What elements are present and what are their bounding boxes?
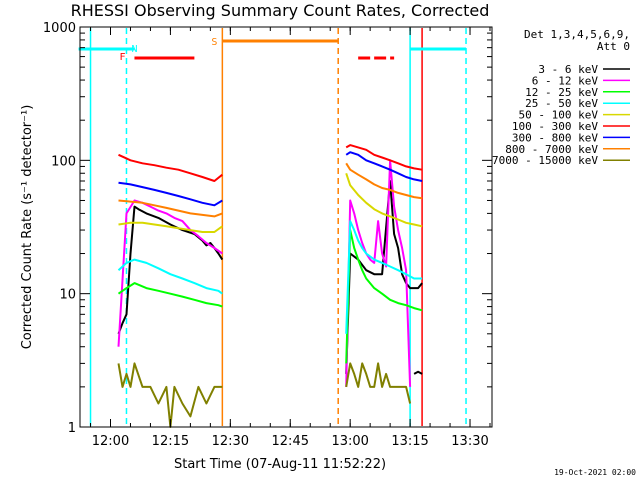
series-line [345,229,423,364]
series-line [345,151,423,182]
flag-label-f: F [119,52,125,63]
legend-entry-label: 3 - 6 keV [538,63,598,76]
x-tick-label: 13:30 [451,434,488,449]
plot-area: FN S [78,28,467,428]
x-tick-label: 12:00 [92,434,129,449]
y-tick-label: 10 [59,288,76,303]
series-line [345,180,423,374]
series-line [345,172,423,228]
x-tick-label: 13:15 [391,434,428,449]
x-tick-label: 12:30 [212,434,249,449]
legend-entry-label: 50 - 100 keV [519,109,599,122]
chart-title: RHESSI Observing Summary Count Rates, Co… [71,1,490,20]
attenuator-note: Att 0 [597,40,630,53]
series-line [345,144,423,171]
generation-timestamp: 19-Oct-2021 02:00 [554,468,636,477]
y-tick-label: 1 [68,421,76,436]
series-line [117,205,224,335]
legend-entry-label: 800 - 7000 keV [505,143,598,156]
x-axis-label: Start Time (07-Aug-11 11:52:22) [174,457,386,472]
plot-frame [79,26,493,428]
series-line [117,258,223,295]
series-line [118,221,223,233]
x-tick-label: 12:15 [152,434,189,449]
x-tick-label: 13:00 [331,434,368,449]
y-axis: 1 10 100 1000 [43,21,492,436]
legend-entry-label: 7000 - 15000 keV [492,154,598,167]
x-tick-label: 12:45 [272,434,309,449]
series-line [117,282,223,308]
series-line [413,370,423,375]
legend-entry-label: 100 - 300 keV [512,120,598,133]
detector-note: Det 1,3,4,5,6,9, [524,28,630,41]
legend-entry-label: 300 - 800 keV [512,131,598,144]
series-line [118,199,223,218]
x-axis: 12:00 12:15 12:30 12:45 13:00 13:15 13:30 [90,27,491,449]
flag-label-s: S [211,37,217,48]
legend-entry-label: 6 - 12 keV [532,74,599,87]
y-axis-label: Corrected Count Rate (s⁻¹ detector⁻¹) [20,105,35,350]
series-line [117,199,223,347]
y-tick-label: 100 [51,154,76,169]
series-line [118,153,223,182]
series-line [345,362,412,404]
y-tick-label: 1000 [43,21,76,36]
series-line [118,181,223,207]
series-line [117,362,223,428]
legend-entry-label: 12 - 25 keV [525,86,598,99]
series-line [345,159,412,387]
series-line [345,220,423,334]
series-line [345,162,423,200]
flag-label-n: N [131,44,137,55]
legend-entry-label: 25 - 50 keV [525,97,598,110]
